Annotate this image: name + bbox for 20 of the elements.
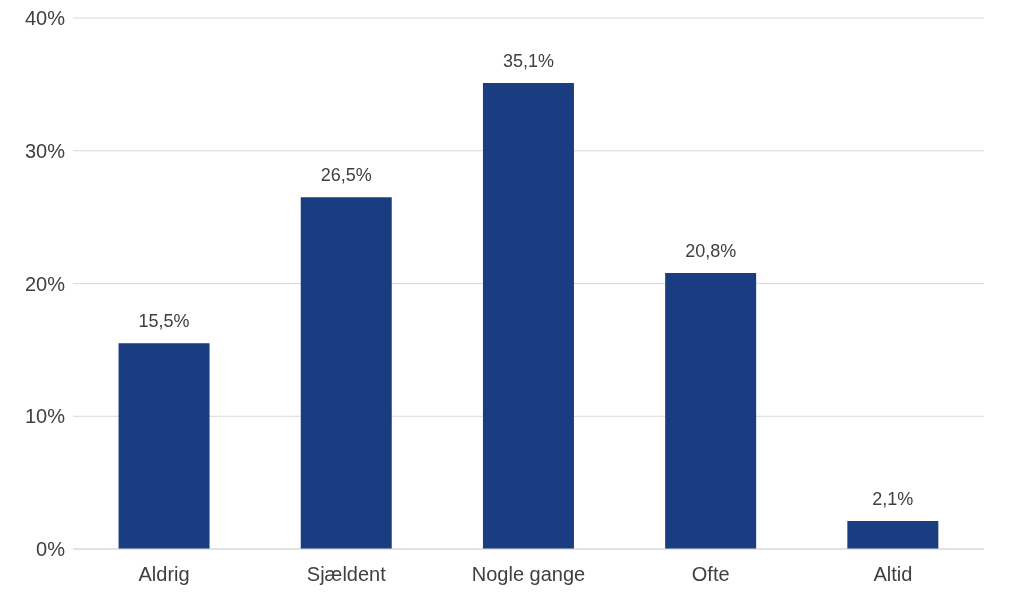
data-label: 15,5% <box>138 311 190 332</box>
data-label: 26,5% <box>320 165 372 186</box>
x-tick-label: Aldrig <box>138 563 190 586</box>
y-tick-label: 0% <box>36 538 66 561</box>
bar <box>847 521 939 549</box>
y-tick-label: 30% <box>24 139 66 162</box>
data-label: 2,1% <box>872 489 914 510</box>
bar <box>118 343 210 549</box>
data-label: 20,8% <box>685 240 737 261</box>
x-tick-label: Sjældent <box>306 563 387 586</box>
y-tick-label: 20% <box>24 272 66 295</box>
y-tick-label: 10% <box>24 405 66 428</box>
bar <box>665 272 757 549</box>
x-tick-label: Nogle gange <box>471 563 586 586</box>
bar <box>300 197 392 549</box>
y-tick-label: 40% <box>24 7 66 30</box>
data-label: 35,1% <box>502 51 554 72</box>
bar <box>482 83 574 549</box>
x-tick-label: Ofte <box>691 563 730 586</box>
x-tick-label: Altid <box>873 563 913 586</box>
